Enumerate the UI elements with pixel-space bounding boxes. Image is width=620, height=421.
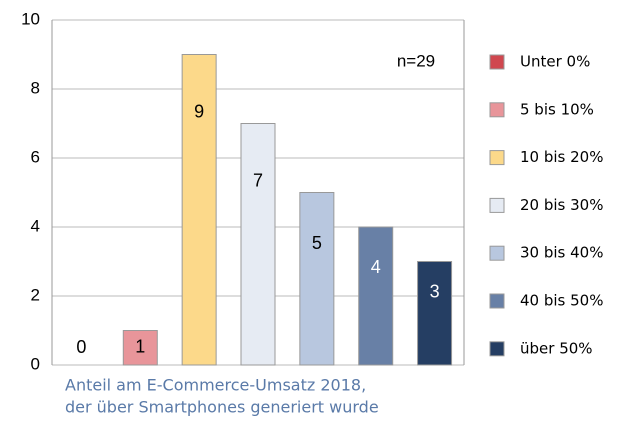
bar <box>181 54 217 366</box>
data-label: 7 <box>253 170 263 190</box>
bar <box>299 192 335 366</box>
legend-swatch <box>489 197 505 213</box>
bar <box>122 330 158 366</box>
legend-label: 5 bis 10% <box>520 100 594 118</box>
y-tick-label: 8 <box>31 78 40 97</box>
data-label: 5 <box>312 233 322 253</box>
legend-swatch <box>489 150 505 166</box>
y-tick-label: 0 <box>31 354 40 373</box>
legend-swatch <box>489 245 505 261</box>
x-axis-label: Anteil am E-Commerce-Umsatz 2018, <box>65 376 366 395</box>
y-tick-label: 2 <box>31 285 40 304</box>
legend-label: Unter 0% <box>520 53 590 71</box>
legend-swatch <box>489 341 505 357</box>
legend-label: 30 bis 40% <box>520 244 603 262</box>
y-tick-label: 10 <box>21 9 40 28</box>
y-tick-label: 4 <box>31 216 40 235</box>
data-label: 3 <box>430 281 440 301</box>
data-label: 0 <box>76 337 86 357</box>
legend-label: über 50% <box>520 339 593 357</box>
annotation: n=29 <box>397 51 435 70</box>
y-tick-label: 6 <box>31 147 40 166</box>
legend-label: 10 bis 20% <box>520 148 603 166</box>
legend-swatch <box>489 102 505 118</box>
bar <box>417 261 453 366</box>
bar <box>358 226 394 366</box>
data-label: 9 <box>194 101 204 121</box>
legend-swatch <box>489 54 505 70</box>
data-label: 4 <box>371 257 381 277</box>
legend-label: 40 bis 50% <box>520 292 603 310</box>
x-axis-label: der über Smartphones generiert wurde <box>65 398 379 417</box>
bar <box>240 123 276 366</box>
legend-label: 20 bis 30% <box>520 196 603 214</box>
legend-swatch <box>489 293 505 309</box>
data-label: 1 <box>135 336 145 356</box>
